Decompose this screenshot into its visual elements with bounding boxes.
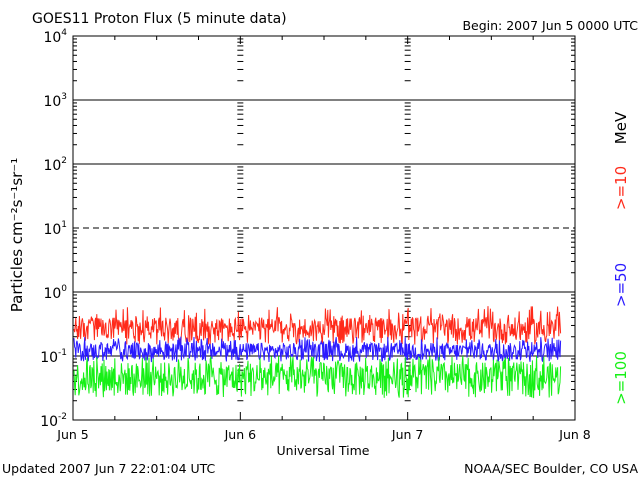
y-tick-label: 101 xyxy=(43,220,67,238)
axis-layer: 10-2 10-1 100 101 102 103 104 Jun 5 Jun 6 Jun 7 Ju… xyxy=(40,28,591,442)
y-tick-label: 100 xyxy=(43,284,67,302)
chart-title: GOES11 Proton Flux (5 minute data) xyxy=(32,11,287,27)
x-tick-label: Jun 5 xyxy=(56,427,88,442)
x-tick-label: Jun 7 xyxy=(391,427,423,442)
begin-time-label: Begin: 2007 Jun 5 0000 UTC xyxy=(462,18,638,33)
x-tick-label: Jun 6 xyxy=(224,427,257,442)
legend-group: >=100 xyxy=(612,351,630,405)
legend: MeV >=10 >=50 >=100 xyxy=(612,111,630,405)
legend-group: >=10 xyxy=(612,166,630,210)
y-tick-label: 10-1 xyxy=(40,348,67,366)
y-tick-label: 103 xyxy=(43,92,67,110)
x-axis-title: Universal Time xyxy=(277,443,370,458)
y-tick-label: 104 xyxy=(43,28,67,46)
x-tick-label: Jun 8 xyxy=(558,427,591,442)
legend-series-label: >=50 xyxy=(612,263,630,307)
y-tick-label: 102 xyxy=(43,156,67,174)
legend-group: >=50 xyxy=(612,263,630,307)
legend-series-label: >=10 xyxy=(612,166,630,210)
series-trace-ge10 xyxy=(73,306,562,345)
series-layer xyxy=(73,306,562,399)
legend-unit-label: MeV xyxy=(612,111,630,144)
updated-timestamp: Updated 2007 Jun 7 22:01:04 UTC xyxy=(2,461,216,476)
series-trace-ge100 xyxy=(73,356,562,399)
y-tick-label: 10-2 xyxy=(40,412,67,430)
legend-group: MeV xyxy=(612,111,630,144)
series-trace-ge50 xyxy=(73,336,562,363)
plot-grid xyxy=(72,35,576,421)
y-axis-title: Particles cm⁻²s⁻¹sr⁻¹ xyxy=(8,158,26,312)
legend-series-label: >=100 xyxy=(612,351,630,405)
source-label: NOAA/SEC Boulder, CO USA xyxy=(464,461,638,476)
